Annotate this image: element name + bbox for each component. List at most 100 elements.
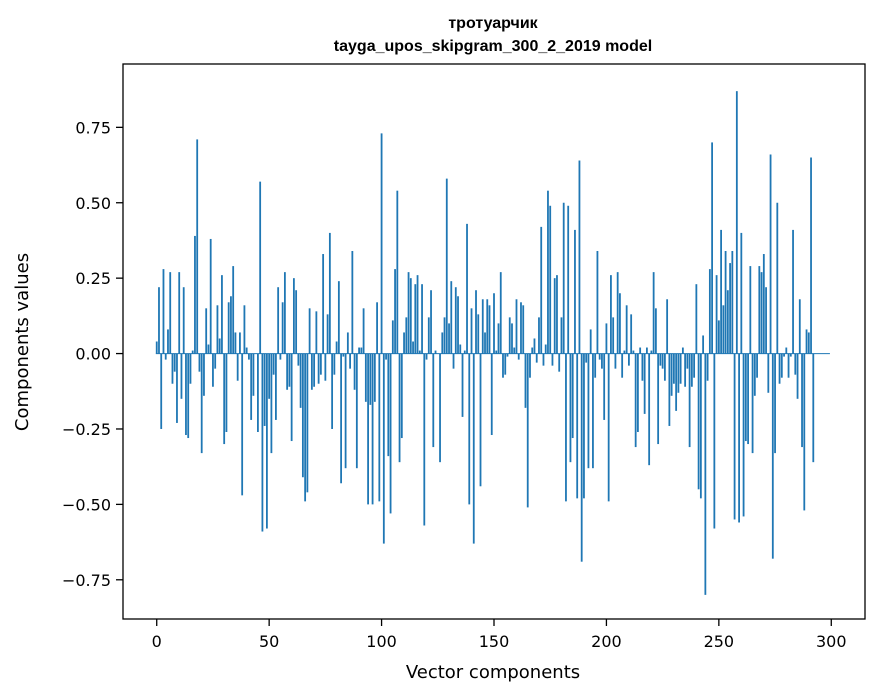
bar-98	[376, 302, 378, 354]
bar-5	[167, 329, 169, 354]
bar-231	[675, 353, 678, 411]
bar-142	[475, 290, 477, 354]
x-tick-label: 0	[152, 632, 162, 651]
bar-13	[185, 353, 187, 436]
bar-196	[596, 251, 599, 354]
bar-214	[637, 353, 639, 432]
bar-115	[414, 284, 417, 354]
bar-81	[337, 281, 340, 354]
bar-220	[650, 350, 653, 354]
x-tick-label: 200	[591, 632, 622, 651]
bar-102	[385, 353, 387, 360]
bar-178	[556, 275, 558, 354]
bar-82	[340, 353, 342, 484]
bar-73	[319, 353, 322, 375]
bar-65	[301, 353, 304, 478]
bar-3	[162, 269, 165, 354]
bar-16	[191, 350, 194, 354]
bar-37	[239, 332, 241, 354]
bar-259	[738, 353, 740, 523]
bar-263	[747, 353, 749, 445]
bar-286	[798, 299, 801, 354]
x-axis-label: Vector components	[406, 662, 580, 683]
bar-23	[207, 344, 210, 354]
bar-162	[520, 302, 522, 354]
bar-69	[310, 353, 313, 390]
bar-87	[351, 251, 354, 354]
bar-168	[533, 338, 536, 354]
bar-28	[218, 338, 221, 354]
bar-189	[580, 353, 583, 562]
bar-274	[771, 353, 774, 559]
chart-subtitle: tayga_upos_skipgram_300_2_2019 model	[334, 38, 652, 55]
y-tick-label: 0.50	[75, 194, 111, 213]
bar-211	[630, 314, 633, 354]
bar-53	[275, 353, 277, 420]
bar-29	[221, 275, 223, 354]
bar-68	[308, 308, 311, 354]
bar-92	[362, 308, 365, 354]
bar-71	[315, 311, 318, 354]
bar-106	[394, 269, 396, 354]
x-tick-label: 250	[704, 632, 735, 651]
bar-10	[178, 272, 181, 354]
bar-91	[360, 347, 363, 354]
y-tick-label: 0.75	[75, 118, 111, 137]
bar-174	[547, 190, 549, 354]
bar-146	[484, 332, 486, 354]
bar-54	[277, 287, 280, 354]
bar-245	[706, 353, 709, 381]
bar-20	[200, 353, 203, 454]
bar-118	[421, 284, 423, 354]
bar-110	[403, 332, 405, 354]
bar-79	[333, 353, 336, 375]
bar-30	[223, 353, 226, 445]
bar-285	[796, 353, 799, 399]
bar-198	[601, 353, 603, 369]
bar-159	[513, 347, 516, 354]
bar-238	[690, 353, 693, 387]
bar-250	[717, 320, 720, 354]
bar-270	[762, 254, 765, 354]
bar-268	[758, 266, 761, 354]
bar-35	[234, 332, 237, 354]
x-tick-label: 300	[816, 632, 847, 651]
bar-210	[628, 353, 630, 366]
bar-242	[699, 353, 702, 499]
bar-175	[549, 205, 552, 354]
bar-51	[270, 353, 273, 454]
bar-241	[697, 353, 700, 490]
bar-171	[540, 226, 543, 354]
bar-117	[418, 350, 421, 354]
bar-212	[632, 350, 635, 354]
bar-239	[693, 353, 696, 378]
y-tick-label: −0.50	[62, 495, 111, 514]
bar-50	[268, 353, 271, 399]
bar-279	[783, 353, 785, 357]
x-tick-label: 100	[366, 632, 397, 651]
bar-251	[720, 229, 722, 354]
bar-195	[594, 353, 597, 378]
bar-152	[497, 323, 500, 354]
bar-232	[677, 353, 680, 393]
bar-292	[812, 353, 815, 463]
bar-246	[708, 269, 711, 354]
bar-243	[702, 335, 705, 354]
bar-84	[344, 353, 347, 469]
bar-94	[367, 353, 369, 505]
bar-257	[733, 353, 736, 520]
bar-281	[787, 353, 790, 378]
bar-201	[607, 353, 610, 502]
bar-256	[731, 251, 734, 354]
bar-17	[194, 235, 196, 354]
bar-63	[297, 353, 300, 366]
bar-223	[657, 353, 660, 445]
x-tick-label: 150	[479, 632, 510, 651]
bar-191	[585, 353, 588, 363]
bar-49	[266, 353, 268, 529]
bar-264	[749, 266, 752, 354]
bar-86	[349, 353, 351, 369]
bar-129	[445, 178, 448, 354]
bar-272	[767, 353, 770, 393]
